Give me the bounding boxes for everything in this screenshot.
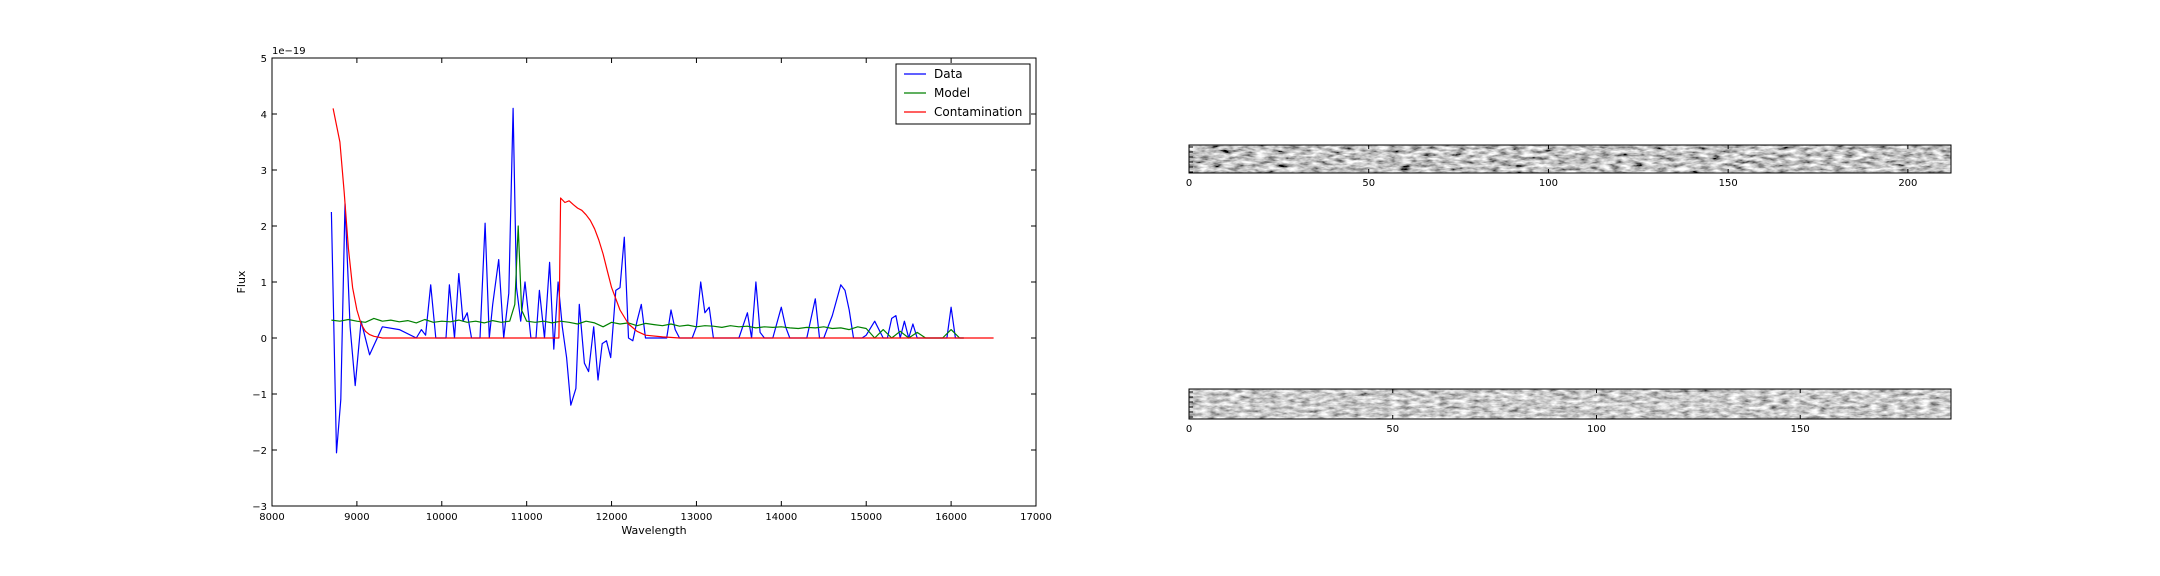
x-tick-label: 200 (1898, 178, 1917, 189)
x-tick-label: 13000 (681, 512, 713, 523)
y-axis-label: Flux (235, 270, 248, 293)
y-tick-label: 5 (261, 54, 267, 65)
y-axis-ticks: −3 −2 −1 0 1 2 3 4 5 (252, 54, 1036, 513)
x-tick-label: 50 (1362, 178, 1375, 189)
x-tick-label: 14000 (765, 512, 797, 523)
series-group (330, 107, 994, 454)
legend-label-model: Model (934, 86, 970, 100)
x-tick-label: 150 (1719, 178, 1738, 189)
y-tick-label: −3 (252, 502, 267, 513)
x-tick-label: 50 (1386, 424, 1399, 435)
spectrum-line-chart: 8000 9000 10000 11000 12000 13000 14000 15000 16… (235, 46, 1052, 537)
heatmap-frame (1188, 144, 1952, 174)
y-tick-label: 2 (261, 222, 267, 233)
spectrum-2d-image-top: 0 50 100 150 200 (1186, 144, 1952, 189)
y-tick-label: −1 (252, 390, 267, 401)
x-tick-label: 100 (1539, 178, 1558, 189)
x-tick-label: 0 (1186, 424, 1192, 435)
y-axis-ticks (1189, 146, 1193, 173)
heatmap-frame (1188, 388, 1952, 420)
x-tick-label: 150 (1791, 424, 1810, 435)
x-tick-label: 11000 (511, 512, 543, 523)
plot-frame (271, 57, 1037, 507)
x-tick-label: 8000 (259, 512, 284, 523)
y-axis-offset-text: 1e−19 (272, 46, 306, 57)
x-tick-label: 17000 (1020, 512, 1052, 523)
y-tick-label: 4 (261, 110, 267, 121)
x-tick-label: 100 (1587, 424, 1606, 435)
legend: Data Model Contamination (895, 63, 1031, 125)
spectrum-2d-image-bottom: 0 50 100 150 (1186, 388, 1952, 435)
y-tick-label: −2 (252, 446, 267, 457)
x-tick-label: 9000 (344, 512, 369, 523)
x-tick-label: 12000 (596, 512, 628, 523)
x-tick-label: 15000 (850, 512, 882, 523)
x-tick-label: 16000 (935, 512, 967, 523)
series-line-model (331, 225, 964, 339)
y-tick-label: 3 (261, 166, 267, 177)
y-axis-ticks (1189, 391, 1193, 418)
x-tick-label: 0 (1186, 178, 1192, 189)
series-line-data (330, 107, 964, 454)
heatmap-image (1189, 389, 1951, 419)
x-tick-label: 10000 (426, 512, 458, 523)
legend-label-contamination: Contamination (934, 105, 1022, 119)
heatmap-image (1189, 145, 1951, 173)
x-axis-ticks: 8000 9000 10000 11000 12000 13000 14000 15000 16… (259, 58, 1052, 523)
x-axis-ticks: 0 50 100 150 200 (1186, 145, 1917, 189)
x-axis-label: Wavelength (621, 524, 686, 537)
series-line-contamination (332, 108, 994, 339)
y-tick-label: 0 (261, 334, 267, 345)
legend-label-data: Data (934, 67, 963, 81)
y-tick-label: 1 (261, 278, 267, 289)
